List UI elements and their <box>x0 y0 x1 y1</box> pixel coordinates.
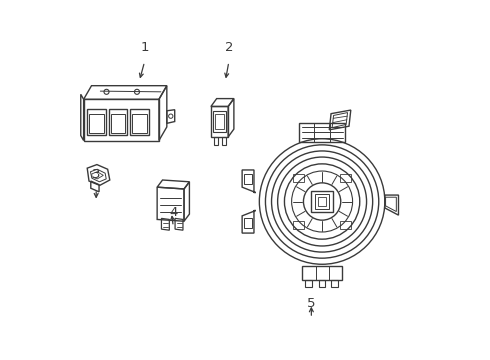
Bar <box>293 221 304 229</box>
Text: 2: 2 <box>224 41 233 54</box>
Bar <box>244 174 252 184</box>
Text: 3: 3 <box>92 168 100 181</box>
Bar <box>315 194 329 209</box>
Bar <box>214 111 225 132</box>
Text: 4: 4 <box>169 206 177 219</box>
Bar <box>340 174 351 182</box>
Bar <box>111 114 125 133</box>
Bar <box>293 174 304 182</box>
Text: 1: 1 <box>140 41 149 54</box>
Bar <box>132 114 147 133</box>
Bar <box>89 114 104 133</box>
Bar <box>109 109 127 135</box>
Bar <box>340 221 351 229</box>
Bar <box>87 109 106 135</box>
Bar <box>311 191 333 212</box>
Bar <box>318 197 326 206</box>
Text: 5: 5 <box>307 297 316 310</box>
Bar <box>215 114 224 129</box>
Bar <box>130 109 149 135</box>
Bar <box>244 219 252 228</box>
